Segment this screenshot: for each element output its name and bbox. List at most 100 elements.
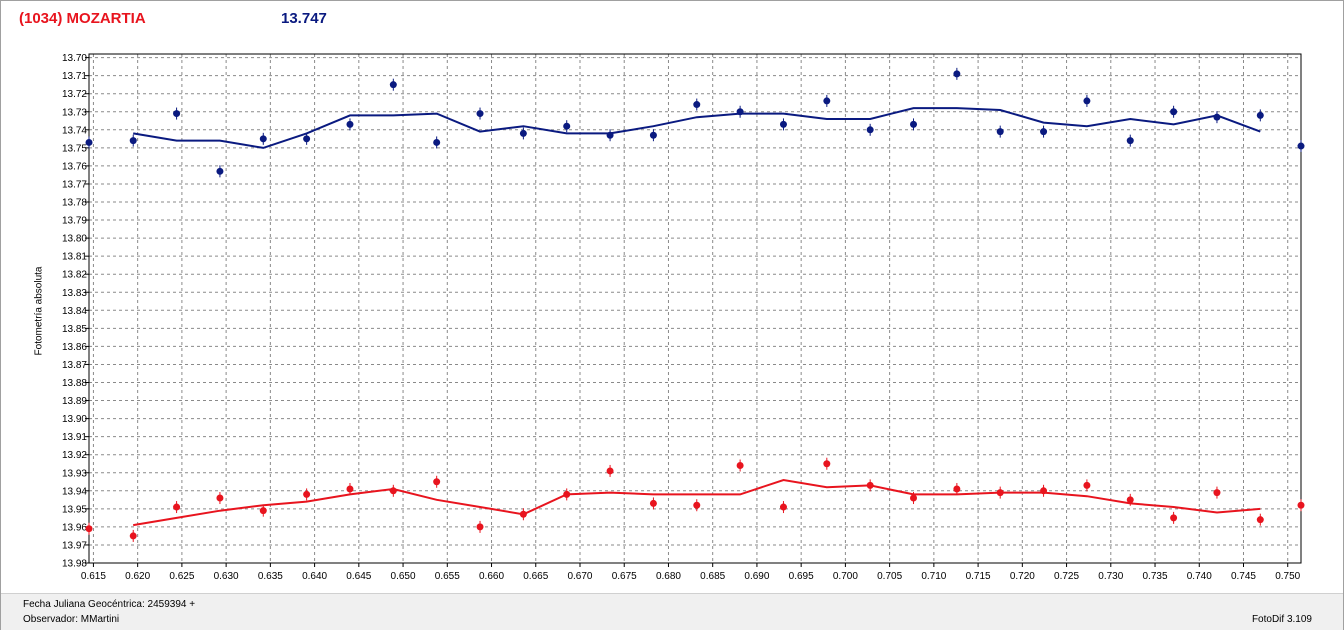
data-point [1126,137,1134,145]
series-layer [85,67,1305,542]
x-tick-label: 0.750 [1275,571,1300,582]
data-point [779,503,787,511]
y-tick-label: 13.88 [62,378,87,389]
fit-line [133,478,1261,527]
status-bar: Fecha Juliana Geocéntrica: 2459394 + Obs… [1,593,1343,630]
data-point [910,120,918,128]
y-tick-label: 13.95 [62,504,87,515]
grid [89,54,1301,564]
data-point [996,128,1004,136]
data-point [346,120,354,128]
y-tick-label: 13.84 [62,306,87,317]
chart-title: (1034) MOZARTIA [19,10,146,27]
observer-label: Observador: MMartini [23,614,120,625]
data-point [433,478,441,486]
y-tick-label: 13.74 [62,125,87,136]
data-point [996,489,1004,497]
data-point [519,129,527,137]
data-point [736,462,744,470]
x-tick-label: 0.635 [258,571,283,582]
y-tick-label: 13.81 [62,252,87,263]
data-point [1126,496,1134,504]
x-tick-label: 0.740 [1187,571,1212,582]
data-point [259,507,267,515]
data-point [1256,111,1264,119]
data-point [606,131,614,139]
data-point [693,101,701,109]
data-point [216,167,224,175]
data-point [693,501,701,509]
x-tick-label: 0.615 [81,571,106,582]
x-tick-label: 0.640 [302,571,327,582]
data-point [1213,489,1221,497]
y-tick-label: 13.79 [62,216,87,227]
data-point [736,108,744,116]
data-point [606,467,614,475]
x-tick-label: 0.690 [744,571,769,582]
y-tick-label: 13.93 [62,468,87,479]
data-point [866,481,874,489]
date-label: Fecha Juliana Geocéntrica: 2459394 + [23,599,196,610]
data-point [389,487,397,495]
mean-magnitude: 13.747 [281,10,327,27]
data-point [346,485,354,493]
software-version: FotoDif 3.109 [1251,614,1312,625]
y-tick-label: 13.80 [62,234,87,245]
x-tick-label: 0.715 [966,571,991,582]
y-tick-label: 13.76 [62,161,87,172]
data-point [85,138,93,146]
y-tick-label: 13.73 [62,107,87,118]
y-tick-label: 13.72 [62,89,87,100]
x-tick-label: 0.745 [1231,571,1256,582]
x-tick-label: 0.620 [125,571,150,582]
data-point [649,131,657,139]
data-point [129,137,137,145]
data-point [563,490,571,498]
data-point [823,460,831,468]
x-tick-label: 0.655 [435,571,460,582]
x-tick-label: 0.685 [700,571,725,582]
plot-area [88,53,1302,564]
x-tick-label: 0.675 [612,571,637,582]
y-tick-label: 13.98 [62,559,87,570]
x-tick-label: 0.695 [789,571,814,582]
data-point [173,503,181,511]
y-tick-label: 13.70 [62,53,87,64]
data-point [476,110,484,118]
y-tick-label: 13.97 [62,540,87,551]
data-point [173,110,181,118]
data-point [1083,97,1091,105]
data-point [519,510,527,518]
data-point [649,499,657,507]
y-tick-label: 13.94 [62,486,87,497]
y-tick-label: 13.87 [62,360,87,371]
data-point [866,126,874,134]
x-tick-label: 0.665 [523,571,548,582]
x-axis: 0.615 0.620 0.625 0.630 0.635 0.640 0.645 0.650… [81,563,1301,582]
x-tick-label: 0.705 [877,571,902,582]
y-tick-label: 13.82 [62,270,87,281]
data-point [216,494,224,502]
data-point [910,494,918,502]
y-tick-label: 13.77 [62,179,87,190]
series-1 [85,67,1305,178]
data-point [1170,108,1178,116]
y-tick-label: 13.92 [62,450,87,461]
data-point [85,525,93,533]
x-tick-label: 0.710 [921,571,946,582]
data-point [1040,487,1048,495]
y-tick-label: 13.96 [62,522,87,533]
chart-svg: 13.70 13.71 13.72 13.73 13.74 13.75 13.76 13.77… [62,53,1305,582]
fit-line [133,107,1261,149]
x-tick-label: 0.680 [656,571,681,582]
data-point [303,135,311,143]
data-point [129,532,137,540]
data-point [433,138,441,146]
y-tick-label: 13.75 [62,143,87,154]
data-point [953,485,961,493]
x-tick-label: 0.625 [169,571,194,582]
data-point [259,135,267,143]
x-tick-label: 0.660 [479,571,504,582]
y-tick-label: 13.83 [62,288,87,299]
